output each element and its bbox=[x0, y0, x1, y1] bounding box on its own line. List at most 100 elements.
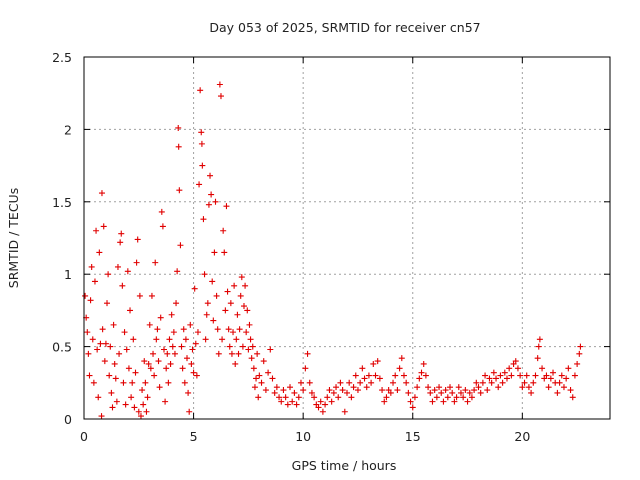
data-point bbox=[245, 346, 252, 353]
data-point bbox=[251, 384, 258, 391]
data-point bbox=[495, 384, 502, 391]
data-point bbox=[411, 394, 418, 401]
data-point bbox=[135, 408, 142, 415]
data-point bbox=[235, 350, 242, 357]
data-point bbox=[168, 311, 175, 318]
data-point bbox=[249, 343, 256, 350]
data-point bbox=[162, 398, 169, 405]
data-point bbox=[116, 350, 123, 357]
data-point bbox=[166, 336, 173, 343]
data-point bbox=[198, 129, 205, 136]
data-point bbox=[117, 239, 124, 246]
data-point bbox=[109, 404, 116, 411]
data-point bbox=[131, 404, 138, 411]
data-point bbox=[409, 404, 416, 411]
data-point bbox=[447, 384, 454, 391]
x-tick-label: 15 bbox=[405, 429, 421, 444]
data-point bbox=[532, 372, 539, 379]
data-point bbox=[383, 394, 390, 401]
data-point bbox=[403, 379, 410, 386]
data-point bbox=[176, 187, 183, 194]
data-point bbox=[190, 369, 197, 376]
data-point bbox=[87, 297, 94, 304]
x-tick-label: 5 bbox=[190, 429, 198, 444]
data-point bbox=[335, 394, 342, 401]
data-point bbox=[535, 343, 542, 350]
data-point bbox=[280, 387, 287, 394]
data-point bbox=[174, 268, 181, 275]
data-point bbox=[289, 398, 296, 405]
data-point bbox=[171, 350, 178, 357]
data-point bbox=[132, 369, 139, 376]
data-point bbox=[110, 321, 117, 328]
data-point bbox=[558, 372, 565, 379]
data-point bbox=[181, 379, 188, 386]
data-point bbox=[127, 307, 134, 314]
data-point bbox=[427, 389, 434, 396]
data-point bbox=[488, 379, 495, 386]
data-point bbox=[576, 350, 583, 357]
data-point bbox=[477, 389, 484, 396]
tick-labels: 0 5 10 15 20 0 0.5 1 1.5 2 2.5 bbox=[52, 50, 530, 444]
data-point bbox=[232, 360, 239, 367]
data-point bbox=[255, 394, 262, 401]
data-point bbox=[545, 384, 552, 391]
data-point bbox=[177, 242, 184, 249]
data-point bbox=[236, 326, 243, 333]
data-point bbox=[213, 292, 220, 299]
data-point bbox=[547, 375, 554, 382]
data-point bbox=[145, 360, 152, 367]
data-point bbox=[359, 365, 366, 372]
data-point bbox=[242, 282, 249, 289]
data-point bbox=[508, 372, 515, 379]
data-point bbox=[256, 372, 263, 379]
data-point bbox=[442, 387, 449, 394]
data-point bbox=[368, 379, 375, 386]
data-point bbox=[222, 307, 229, 314]
data-point bbox=[370, 360, 377, 367]
data-point bbox=[254, 350, 261, 357]
data-point bbox=[94, 346, 101, 353]
data-point bbox=[482, 372, 489, 379]
data-point bbox=[219, 336, 226, 343]
data-point bbox=[449, 389, 456, 396]
plot-frame bbox=[83, 56, 611, 420]
data-point bbox=[180, 326, 187, 333]
data-point bbox=[550, 369, 557, 376]
data-point bbox=[151, 372, 158, 379]
data-point bbox=[93, 227, 100, 234]
data-point bbox=[565, 365, 572, 372]
data-point bbox=[392, 372, 399, 379]
data-point bbox=[194, 329, 201, 336]
y-tick-label: 0 bbox=[64, 412, 72, 427]
data-point bbox=[394, 387, 401, 394]
axis-ticks bbox=[83, 56, 610, 420]
data-point bbox=[106, 372, 113, 379]
data-point bbox=[265, 369, 272, 376]
data-point bbox=[295, 394, 302, 401]
data-point bbox=[178, 343, 185, 350]
data-point bbox=[302, 365, 309, 372]
data-point bbox=[98, 190, 105, 197]
data-point bbox=[221, 249, 228, 256]
data-point bbox=[173, 300, 180, 307]
data-point bbox=[571, 372, 578, 379]
data-point bbox=[215, 350, 222, 357]
x-tick-label: 0 bbox=[80, 429, 88, 444]
data-point bbox=[246, 321, 253, 328]
data-point bbox=[420, 360, 427, 367]
data-point bbox=[160, 346, 167, 353]
data-point bbox=[324, 394, 331, 401]
data-point bbox=[239, 343, 246, 350]
data-point bbox=[429, 398, 436, 405]
data-point bbox=[475, 384, 482, 391]
data-point bbox=[308, 389, 315, 396]
data-point bbox=[97, 340, 104, 347]
data-point bbox=[141, 358, 148, 365]
data-point bbox=[112, 375, 119, 382]
data-point bbox=[123, 346, 130, 353]
data-point bbox=[433, 394, 440, 401]
data-point bbox=[143, 408, 150, 415]
x-tick-label: 10 bbox=[295, 429, 311, 444]
data-point bbox=[224, 288, 231, 295]
